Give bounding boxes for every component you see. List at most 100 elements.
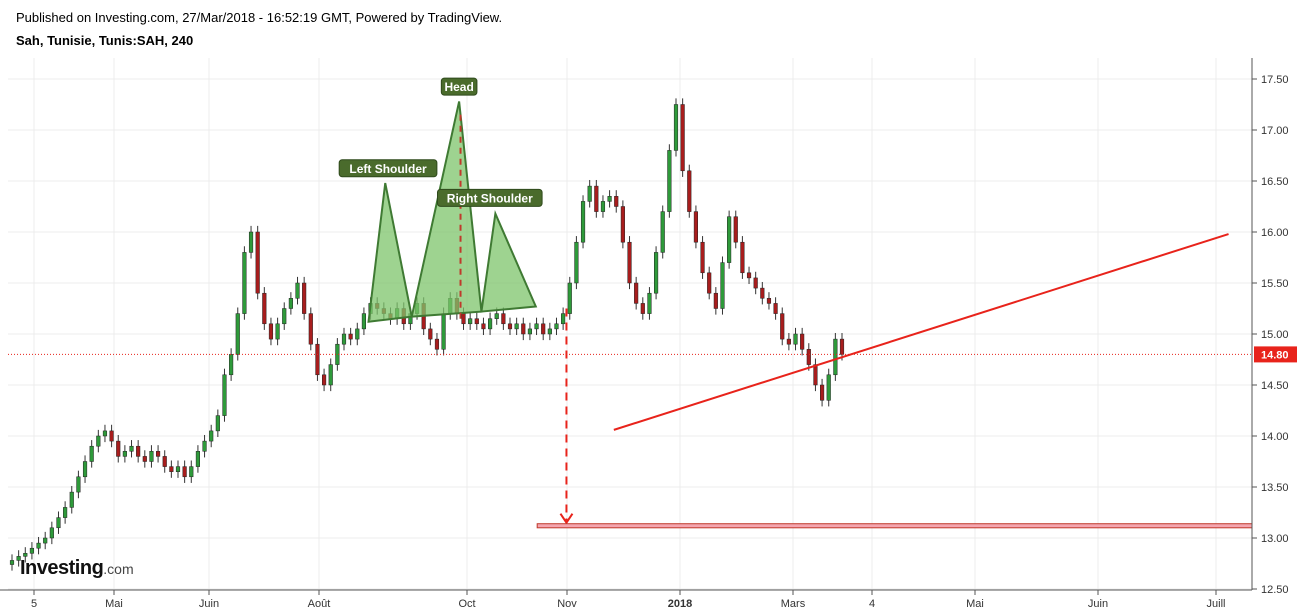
y-tick-label: 13.50 [1261,482,1289,494]
candle-body [580,201,586,243]
x-tick-label: Juin [1088,598,1108,610]
candle-body [733,216,738,243]
candle-body [248,231,254,253]
candle-body [627,241,632,284]
axis: 17.50 17.00 16.50 16.00 15.50 15.00 14.50 14.00… [0,58,1299,615]
candle-body [182,466,187,478]
candle-body [720,262,725,309]
pattern-shapes: Left Shoulder Head Right Shoulder [8,77,1253,529]
candle-body [189,466,194,478]
candle-body [587,185,592,202]
candle-body [136,445,141,457]
annotation-box [440,77,478,96]
x-axis-panel [0,590,1299,615]
candle-body [36,542,41,549]
pattern-polygon-3 [480,210,538,313]
y-tick-label: 15.00 [1261,329,1289,341]
candle-body [361,313,366,330]
y-tick-label: 12.50 [1261,584,1289,596]
target-zone [536,523,1253,529]
candle-body [9,560,15,565]
x-tick-label: Juill [1207,598,1226,610]
candle-body [488,318,493,330]
candle-body [647,292,652,314]
candle-body [242,252,247,314]
target-arrow-head [559,513,574,525]
y-tick-label: 13.00 [1261,533,1289,545]
candle-body [56,517,61,529]
candle-body [514,323,519,330]
annotation-label: Left Shoulder [338,159,438,178]
candle-body [122,451,127,457]
candle-body [600,201,606,212]
candle-body [341,333,347,345]
annotation-box [338,159,438,178]
candle-body [461,313,466,325]
logo-suffix: .com [103,561,134,577]
candle-body [441,313,446,350]
candle-body [195,451,200,467]
x-tick-label: Oct [458,598,475,610]
x-tick-label: Mars [781,598,806,610]
candle-body [268,323,274,340]
candle-body [262,292,267,325]
candle-body [89,445,94,462]
candle-body [660,211,665,253]
candle-body [547,328,552,335]
candle-body [640,303,645,314]
candle-body [541,323,546,335]
candle-body [43,537,48,544]
annotation-label: Right Shoulder [436,188,543,207]
candle-body [355,328,360,340]
candle-body [839,338,845,355]
candle-body [527,328,532,335]
candle-body [315,343,320,376]
candle-body [69,491,74,508]
candle-body [680,104,685,172]
candle-body [507,323,513,330]
candle-body [634,282,639,304]
annotation-text: Head [444,80,473,94]
candle-body [574,241,579,284]
candle-body [209,430,214,442]
candle-body [700,241,705,274]
candle-body [713,292,718,309]
y-tick-label: 17.00 [1261,125,1289,137]
candle-body [202,440,207,452]
candle-body [474,318,479,325]
candle-body [494,313,499,319]
candle-body [348,333,353,340]
candle-body [175,466,181,472]
y-tick-label: 14.50 [1261,380,1289,392]
x-tick-label: Août [308,598,331,610]
candle-body [295,282,300,299]
candle-body [229,354,234,376]
grid-lines [8,58,1252,590]
x-tick-label: Mai [966,598,984,610]
candle-body [607,196,612,202]
candle-body [707,272,712,294]
candle-body [746,272,752,279]
candle-body [820,384,825,401]
candle-body [594,185,599,212]
candles [9,98,845,571]
candle-body [567,282,572,314]
candle-body [534,323,539,330]
investing-logo: Investing.com [20,557,134,580]
candle-body [554,323,559,330]
candle-body [561,313,566,325]
candle-body [667,150,672,212]
candle-body [275,323,280,340]
candle-body [102,430,108,437]
candle-body [235,313,240,355]
candle-body [162,456,167,467]
candle-body [288,298,293,309]
candle-body [813,364,818,386]
candle-body [82,461,88,478]
candle-body [673,104,679,151]
y-tick-label: 16.00 [1261,227,1289,239]
published-line: Published on Investing.com, 27/Mar/2018 … [16,10,503,25]
candle-body [740,241,745,274]
candle-body [521,323,526,335]
